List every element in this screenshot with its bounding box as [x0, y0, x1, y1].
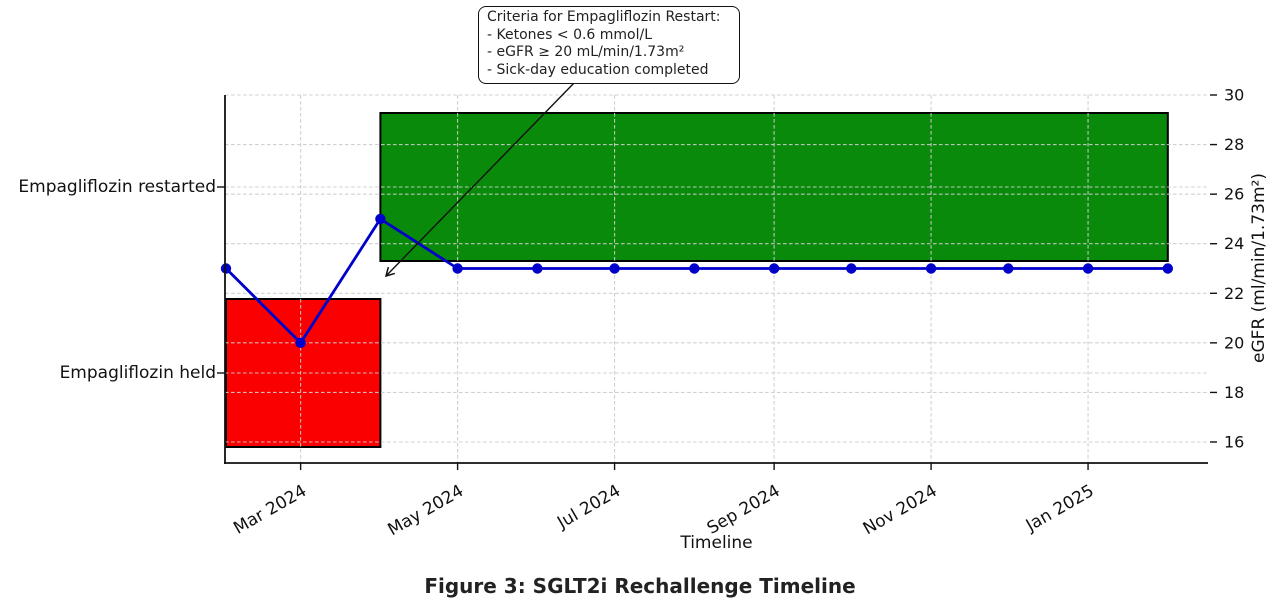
egfr-point — [925, 263, 937, 274]
category-label-restarted: Empagliflozin restarted — [18, 177, 216, 197]
category-label-held: Empagliflozin held — [59, 363, 216, 383]
egfr-point — [1082, 263, 1094, 274]
x-tick-label: Jul 2024 — [553, 481, 624, 533]
right-axis-title: eGFR (ml/min/1.73m²) — [1249, 173, 1269, 363]
egfr-point — [609, 263, 620, 274]
egfr-point — [1003, 263, 1014, 274]
egfr-point — [689, 263, 700, 274]
egfr-point — [846, 263, 857, 274]
figure-caption: Figure 3: SGLT2i Rechallenge Timeline — [424, 574, 856, 598]
egfr-tick-label: 26 — [1224, 185, 1244, 204]
x-tick-label: May 2024 — [384, 481, 467, 540]
egfr-tick-label: 22 — [1224, 284, 1244, 303]
x-tick-label: Nov 2024 — [860, 481, 941, 539]
x-tick-label: Mar 2024 — [230, 481, 310, 539]
egfr-point — [295, 337, 306, 349]
x-tick-label: Sep 2024 — [704, 481, 784, 539]
egfr-tick-label: 20 — [1224, 333, 1244, 352]
x-axis-title: Timeline — [680, 533, 753, 553]
x-tick-label: Jan 2025 — [1022, 481, 1098, 536]
egfr-tick-label: 30 — [1224, 86, 1244, 105]
egfr-tick-label: 28 — [1224, 135, 1244, 154]
egfr-point — [768, 263, 780, 274]
annotation-line: - eGFR ≥ 20 mL/min/1.73m² — [487, 44, 685, 61]
annotation-box: Criteria for Empagliflozin Restart: - Ke… — [478, 6, 740, 85]
egfr-tick-label: 16 — [1224, 433, 1244, 452]
annotation-arrow — [384, 81, 576, 278]
annotation-title: Criteria for Empagliflozin Restart: — [487, 9, 721, 25]
egfr-tick-label: 18 — [1224, 383, 1244, 402]
egfr-point — [1162, 263, 1174, 274]
egfr-tick-label: 24 — [1224, 234, 1244, 253]
egfr-point — [220, 263, 232, 274]
annotation-line: - Sick-day education completed — [487, 61, 709, 78]
egfr-point — [532, 263, 543, 274]
egfr-point — [375, 213, 386, 225]
egfr-point — [452, 263, 463, 274]
annotation-line: - Ketones < 0.6 mmol/L — [487, 26, 653, 43]
